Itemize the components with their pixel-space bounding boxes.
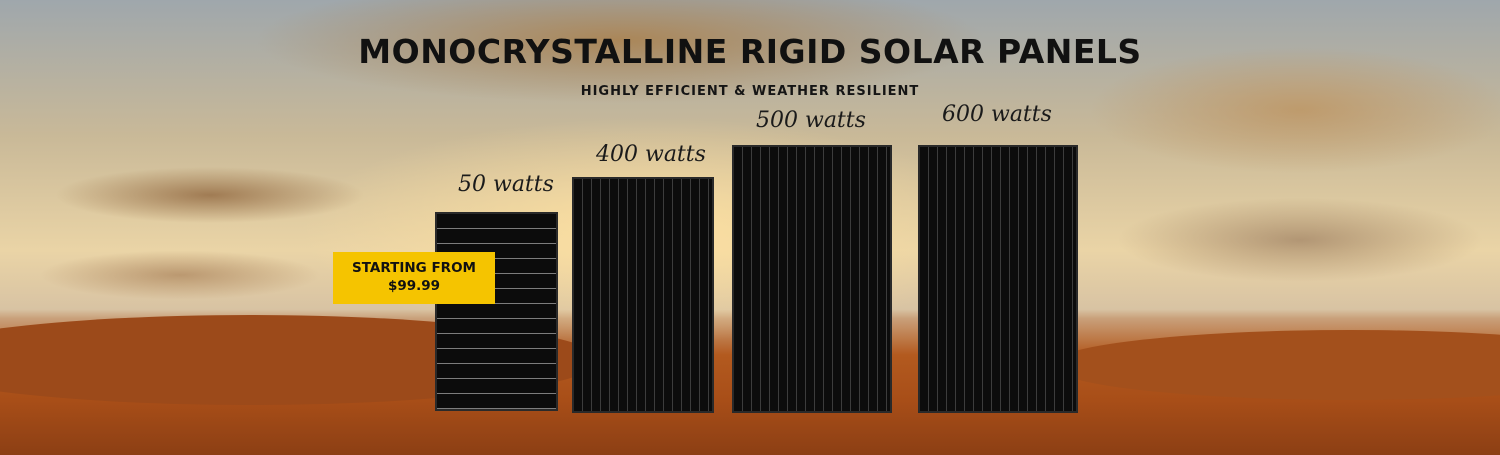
- solar-panel: [572, 177, 714, 413]
- solar-panel: [918, 145, 1078, 413]
- panel-label: 400 watts: [596, 142, 706, 167]
- badge-price: $99.99: [387, 278, 441, 294]
- subtitle: HIGHLY EFFICIENT & WEATHER RESILIENT: [580, 84, 920, 99]
- title: MONOCRYSTALLINE RIGID SOLAR PANELS: [358, 32, 1142, 71]
- dune: [1050, 330, 1500, 400]
- price-badge[interactable]: STARTING FROM $99.99: [333, 252, 495, 304]
- panel-label: 600 watts: [942, 102, 1052, 127]
- solar-panel: [435, 212, 558, 411]
- solar-panel: [732, 145, 892, 413]
- panel-label: 500 watts: [756, 108, 866, 133]
- panel-label: 50 watts: [458, 172, 554, 197]
- badge-line: STARTING FROM: [352, 260, 476, 276]
